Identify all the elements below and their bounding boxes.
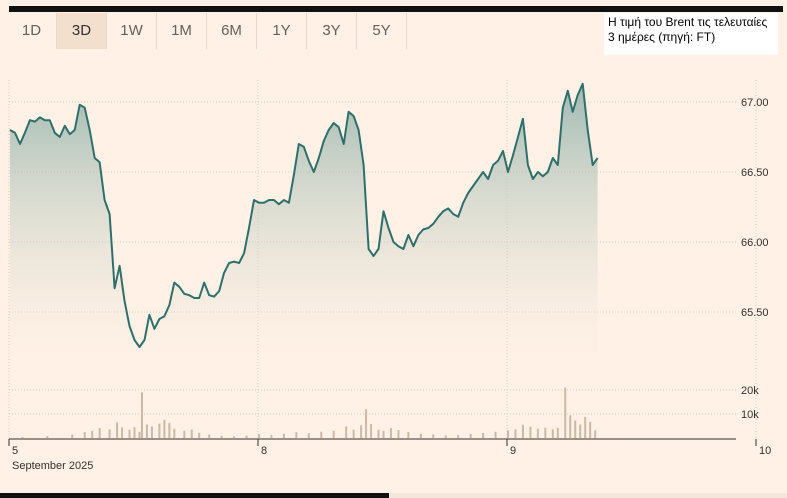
volume-bar: [138, 431, 141, 438]
top-rule: [9, 6, 783, 12]
volume-bar: [556, 427, 559, 438]
tab-1w[interactable]: 1W: [107, 13, 157, 49]
volume-bar: [183, 430, 186, 438]
volume-bar: [307, 433, 310, 438]
tab-5y[interactable]: 5Y: [357, 13, 407, 49]
volume-bar: [377, 429, 380, 438]
tab-1m[interactable]: 1M: [157, 13, 207, 49]
volume-bar: [360, 425, 363, 438]
volume-bar: [128, 429, 131, 438]
bottom-rule-light: [389, 493, 787, 498]
volume-bar: [150, 426, 153, 438]
volume-bar: [270, 435, 273, 438]
tab-1d[interactable]: 1D: [7, 13, 57, 49]
chart-caption: Η τιμή του Brent τις τελευταίες 3 ημέρες…: [604, 13, 778, 55]
price-tick-label: 67.00: [741, 97, 769, 109]
volume-bar: [589, 421, 592, 438]
volume-bar: [469, 433, 472, 438]
volume-bar: [544, 427, 547, 438]
volume-bar: [564, 387, 567, 438]
volume-bar: [457, 435, 460, 438]
volume-bar: [46, 436, 49, 438]
volume-bar: [365, 409, 368, 438]
volume-bar: [163, 419, 166, 438]
volume-bar: [370, 424, 373, 438]
volume-bar: [295, 432, 298, 438]
x-tick-label: 8: [261, 445, 267, 457]
tab-3d[interactable]: 3D: [57, 13, 107, 49]
volume-bar: [145, 424, 148, 438]
volume-bar: [382, 430, 385, 438]
bottom-rule-dark: [0, 493, 389, 498]
volume-bar: [594, 430, 597, 438]
volume-bar: [432, 434, 435, 438]
volume-tick-label: 20k: [741, 385, 759, 397]
volume-bar: [108, 429, 111, 438]
tab-3y[interactable]: 3Y: [307, 13, 357, 49]
volume-bar: [352, 429, 355, 438]
x-axis-label: September 2025: [12, 460, 93, 472]
volume-bar: [121, 427, 124, 438]
volume-bar: [574, 420, 577, 438]
volume-bar: [397, 430, 400, 438]
volume-bar: [198, 432, 201, 438]
volume-bar: [521, 424, 524, 438]
volume-bar: [569, 415, 572, 438]
volume-bar: [407, 432, 410, 438]
volume-bar: [190, 429, 193, 438]
volume-bar: [91, 430, 94, 438]
tab-6m[interactable]: 6M: [207, 13, 257, 49]
volume-bar: [507, 430, 509, 438]
volume-bar: [389, 428, 392, 438]
volume-bar: [551, 429, 554, 438]
volume-tick-label: 10k: [741, 409, 759, 421]
volume-bar: [83, 432, 86, 438]
x-tick-label: 5: [12, 445, 18, 457]
volume-bar: [282, 433, 285, 438]
volume-bar: [233, 436, 236, 438]
volume-bar: [258, 434, 260, 438]
volume-bar: [494, 431, 497, 438]
volume-bar: [133, 427, 136, 438]
volume-bar: [584, 416, 587, 438]
volume-bar: [220, 435, 223, 438]
volume-bar: [536, 428, 539, 438]
volume-bar: [208, 434, 211, 438]
range-tabs: 1D 3D 1W 1M 6M 1Y 3Y 5Y: [7, 13, 407, 49]
caption-line-1: Η τιμή του Brent τις τελευταίες: [608, 15, 768, 29]
volume-bar: [21, 437, 24, 438]
volume-bar: [173, 428, 176, 438]
tab-1y[interactable]: 1Y: [257, 13, 307, 49]
volume-bar: [116, 422, 119, 438]
volume-bar: [444, 435, 447, 438]
price-tick-label: 66.00: [741, 237, 769, 249]
volume-bar: [579, 424, 582, 438]
price-area: [10, 83, 598, 363]
volume-bar: [71, 434, 74, 438]
price-line: [9, 82, 599, 348]
volume-bar: [419, 433, 422, 438]
x-tick-label: 10: [759, 445, 771, 457]
x-tick-label: 9: [510, 445, 516, 457]
volume-bar: [140, 392, 143, 438]
volume-bar: [482, 432, 485, 438]
volume-bar: [320, 431, 323, 438]
price-tick-label: 66.50: [741, 167, 769, 179]
volume-bar: [529, 426, 532, 438]
volume-bar: [98, 427, 101, 438]
caption-line-2: 3 ημέρες (πηγή: FT): [608, 30, 716, 44]
volume-bar: [245, 435, 248, 438]
volume-bar: [158, 423, 161, 438]
volume-bar: [332, 430, 335, 438]
volume-bar: [514, 429, 517, 438]
volume-bar: [168, 422, 171, 438]
price-tick-label: 65.50: [741, 307, 769, 319]
volume-bar: [345, 426, 348, 438]
